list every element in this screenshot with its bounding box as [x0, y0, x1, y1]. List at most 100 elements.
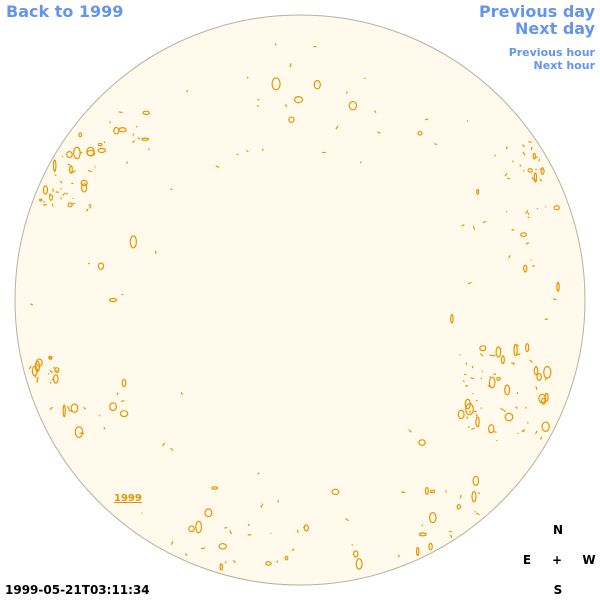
contour	[97, 142, 103, 147]
back-link[interactable]: Back to 1999	[6, 2, 123, 21]
contour	[109, 402, 117, 412]
contour	[535, 156, 538, 159]
next-hour-link[interactable]: Next hour	[534, 59, 596, 72]
contour	[66, 405, 70, 410]
contour	[218, 543, 227, 550]
contour	[229, 530, 233, 535]
contour	[475, 416, 480, 428]
contour	[487, 384, 491, 388]
contour	[79, 151, 83, 155]
contour	[246, 149, 249, 153]
contour	[479, 353, 484, 357]
contour	[170, 188, 173, 191]
contour	[78, 132, 83, 138]
contour	[129, 235, 138, 249]
contour	[68, 165, 73, 174]
contour	[479, 345, 487, 352]
contour	[224, 526, 228, 529]
contour	[552, 298, 557, 301]
contour	[507, 255, 511, 259]
contour	[49, 406, 54, 411]
contour	[141, 512, 143, 514]
contour	[48, 355, 53, 360]
contour	[296, 529, 299, 534]
contour	[88, 203, 92, 207]
contour	[118, 111, 123, 114]
contour	[97, 147, 107, 154]
contour	[488, 424, 495, 434]
contour	[525, 209, 529, 214]
contour	[265, 561, 272, 566]
previous-hour-link[interactable]: Previous hour	[509, 46, 596, 59]
contour	[236, 153, 239, 156]
compass-west: W	[582, 553, 595, 567]
contour	[481, 370, 484, 373]
contour	[120, 399, 125, 403]
contour	[504, 384, 511, 396]
contour	[471, 427, 475, 431]
contour	[521, 144, 526, 148]
contour	[132, 140, 136, 144]
contour	[467, 426, 470, 428]
contour	[528, 140, 532, 143]
contour	[126, 161, 128, 164]
contour	[48, 356, 52, 360]
contour	[531, 176, 535, 181]
contour	[467, 281, 472, 285]
contour	[459, 494, 462, 499]
next-day-link[interactable]: Next day	[515, 19, 596, 38]
contour	[79, 432, 83, 435]
contour	[34, 375, 38, 379]
contour	[531, 265, 536, 267]
contour	[184, 553, 188, 556]
contour	[288, 116, 295, 123]
contour	[170, 447, 174, 451]
contour	[519, 164, 522, 167]
contour	[500, 407, 505, 411]
contour	[488, 376, 496, 389]
previous-day-link[interactable]: Previous day	[479, 2, 596, 21]
contour	[475, 512, 480, 516]
contour	[72, 169, 76, 174]
contour	[525, 343, 530, 353]
contour	[291, 548, 295, 552]
contour	[42, 185, 49, 195]
contour	[55, 369, 58, 372]
contour	[415, 546, 420, 557]
contour	[522, 151, 526, 156]
contour	[186, 89, 189, 93]
contour	[52, 188, 54, 192]
contour	[532, 152, 536, 160]
contour	[52, 366, 56, 369]
contour	[541, 421, 550, 432]
contour	[246, 76, 249, 79]
contour	[459, 354, 461, 356]
contour	[219, 563, 224, 571]
contour	[351, 544, 354, 546]
contour	[345, 518, 349, 522]
contour	[103, 426, 106, 430]
contour	[62, 192, 66, 196]
compass-north: N	[553, 523, 563, 537]
contour	[470, 377, 475, 380]
compass-center: +	[552, 553, 562, 567]
contour	[359, 161, 362, 164]
contour	[97, 262, 105, 270]
contour	[461, 224, 465, 227]
contour	[482, 220, 487, 224]
year-link[interactable]: 1999	[114, 493, 142, 504]
contour	[456, 503, 461, 510]
contour	[59, 197, 63, 200]
contour	[505, 146, 508, 150]
compass-south: S	[554, 583, 563, 597]
contour	[49, 370, 54, 374]
contour	[87, 169, 92, 173]
contour	[544, 318, 549, 321]
contour	[429, 511, 437, 524]
contour	[137, 137, 141, 140]
contour	[70, 403, 79, 413]
contour	[530, 259, 532, 261]
contour	[500, 355, 505, 365]
contour	[68, 409, 73, 413]
contour	[476, 189, 480, 195]
